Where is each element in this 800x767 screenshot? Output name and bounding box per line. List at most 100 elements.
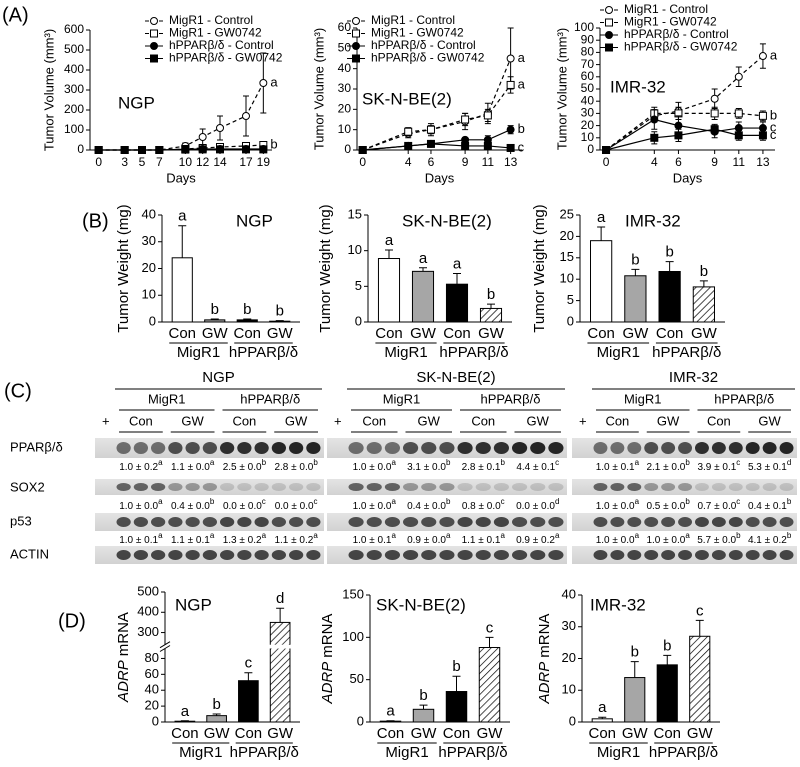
y-axis-label: Tumor Volume (mm³): [311, 28, 326, 150]
quant-letter: a: [210, 531, 215, 540]
y-axis-unit: mRNA: [536, 614, 553, 658]
blot-band: [220, 483, 235, 491]
y-tick-label: 30: [581, 106, 595, 120]
blot-title: NGP: [202, 369, 235, 386]
quant-letter: b: [262, 458, 267, 467]
blot-band: [530, 442, 546, 454]
quant-value: 0.7 ± 0.0: [697, 501, 736, 512]
y-tick-label: 150: [342, 586, 364, 601]
band-quantification: 0.8 ± 0.0c: [462, 497, 505, 512]
axis-break-mark: [159, 645, 171, 652]
group-label: hPPARβ/δ: [439, 344, 508, 361]
y-tick-label: 25: [560, 206, 574, 221]
row-label: PPARβ/δ: [10, 439, 63, 454]
y-axis-label: Tumor Volume (mm³): [41, 29, 56, 151]
legend-marker: [352, 42, 360, 50]
blot-condition: Con: [129, 413, 153, 428]
row-label: ACTIN: [10, 546, 49, 561]
quant-value: 1.0 ± 0.1: [353, 535, 392, 546]
blot-band: [202, 517, 217, 527]
x-tick-label: GW: [478, 325, 505, 342]
blot-band: [457, 517, 473, 527]
marker: [198, 145, 207, 154]
quant-value: 2.1 ± 0.0: [646, 462, 685, 473]
y-tick-label: 20: [581, 118, 595, 132]
band-quantification: 0.9 ± 0.0a: [407, 531, 451, 546]
blot-band: [306, 517, 321, 527]
y-tick-label: 15: [560, 249, 574, 264]
blot-band: [548, 550, 564, 560]
quant-letter: a: [391, 497, 396, 506]
marker: [358, 146, 367, 154]
significance-letter: a: [386, 703, 395, 720]
quant-letter: a: [555, 531, 560, 540]
group-label: MigR1: [597, 744, 640, 761]
blot-band: [366, 550, 382, 560]
blot-band: [366, 442, 382, 454]
annotation: IMR-32: [610, 77, 666, 96]
blot-band: [610, 550, 625, 560]
blot-band: [728, 483, 743, 491]
band-quantification: 0.0 ± 0.0d: [516, 497, 559, 512]
axis-break-mark: [159, 641, 171, 649]
quant-value: 0.8 ± 0.0: [462, 501, 501, 512]
quant-letter: b: [685, 497, 690, 506]
blot-band: [661, 517, 676, 527]
blot-band: [133, 517, 148, 527]
quant-letter: a: [685, 531, 690, 540]
blot-band: [745, 483, 760, 491]
blot-band: [457, 483, 473, 491]
blot-band: [185, 550, 200, 560]
band-quantification: 0.9 ± 0.2a: [516, 531, 560, 546]
x-axis-label: Days: [166, 170, 196, 185]
band-quantification: 1.1 ± 0.2a: [274, 531, 318, 546]
panel-label: (A): [2, 4, 29, 26]
blot-band: [627, 483, 642, 491]
band-quantification: 2.1 ± 0.0b: [646, 458, 690, 473]
bar: [377, 258, 401, 323]
blot-band: [237, 483, 252, 491]
band-quantification: 0.4 ± 0.0b: [407, 497, 451, 512]
blot-band: [116, 483, 131, 491]
significance-letter: a: [453, 255, 462, 272]
error-bar: [244, 672, 253, 681]
x-tick-label: 11: [482, 155, 495, 169]
quant-value: 2.5 ± 0.0: [223, 462, 262, 473]
x-tick-label: GW: [477, 725, 504, 742]
blot-band: [254, 550, 269, 560]
x-tick-label: 3: [121, 155, 128, 169]
chart-title: SK-N-BE(2): [376, 595, 466, 614]
y-tick-label: 20: [562, 650, 576, 665]
y-axis-label: ADRP mRNA: [319, 614, 336, 705]
quant-value: 1.1 ± 0.1: [462, 535, 501, 546]
error-bar: [699, 280, 708, 287]
blot-band: [133, 442, 148, 454]
blot-strip: [95, 479, 324, 495]
significance-letter: a: [419, 250, 428, 267]
x-tick-label: 13: [504, 155, 518, 169]
blot-band: [678, 483, 693, 491]
x-tick-label: Con: [235, 725, 263, 742]
blot-band: [593, 483, 608, 491]
x-tick-label: 4: [405, 155, 412, 169]
x-tick-label: Con: [653, 725, 681, 742]
blot-band: [151, 550, 166, 560]
blot-band: [185, 442, 200, 454]
blot-band: [530, 517, 546, 527]
blot-band: [493, 517, 509, 527]
bar: [412, 708, 435, 723]
y-tick-label: 400: [64, 62, 84, 76]
marker: [216, 124, 224, 132]
blot-band: [384, 442, 400, 454]
legend-label: MigR1 - Control: [624, 2, 708, 16]
error-bar: [665, 261, 674, 272]
y-axis-label: Tumor Volume (mm³): [554, 28, 569, 150]
quant-letter: b: [500, 458, 505, 467]
significance-letter: a: [518, 76, 526, 91]
quant-value: 2.8 ± 0.0: [274, 462, 313, 473]
group-label: hPPARβ/δ: [229, 344, 298, 361]
quant-letter: a: [500, 531, 505, 540]
band-quantification: 1.1 ± 0.1a: [171, 531, 215, 546]
blot-condition: Con: [605, 413, 629, 428]
y-tick-label: 10: [562, 682, 576, 697]
